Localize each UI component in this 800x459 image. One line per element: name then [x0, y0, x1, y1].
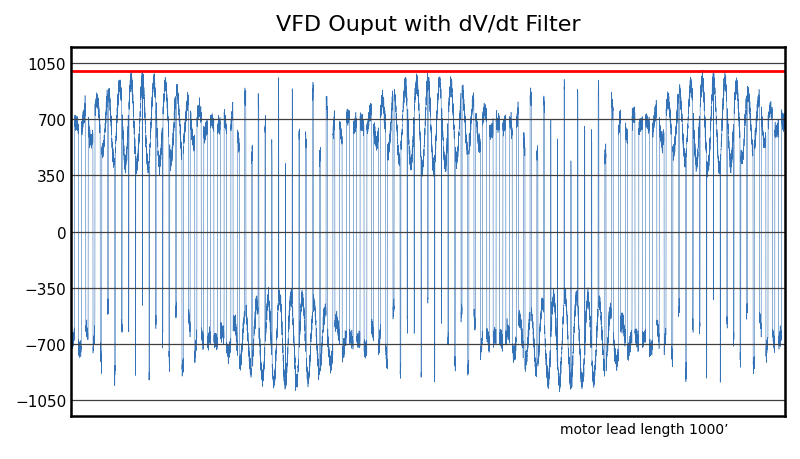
- Title: VFD Ouput with dV/dt Filter: VFD Ouput with dV/dt Filter: [276, 15, 580, 35]
- Text: motor lead length 1000’: motor lead length 1000’: [559, 422, 728, 436]
